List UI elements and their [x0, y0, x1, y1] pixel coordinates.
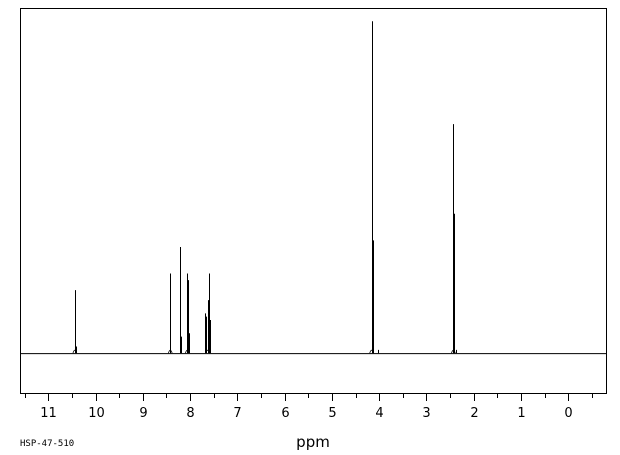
plot-frame [20, 8, 607, 394]
x-tick-label: 2 [470, 406, 478, 421]
x-tick-label: 6 [281, 406, 289, 421]
x-tick-label: 7 [233, 406, 241, 421]
peak-shoulder [168, 349, 173, 354]
peak-shoulder [205, 349, 210, 354]
x-tick-label: 5 [328, 406, 336, 421]
peak-shoulder [185, 349, 190, 354]
x-tick-label: 0 [564, 406, 572, 421]
x-tick-label: 9 [139, 406, 147, 421]
x-axis: 11 10 9 8 7 6 5 4 3 2 1 0 [25, 393, 593, 421]
x-axis-label: ppm [296, 433, 330, 451]
peak-shoulder [451, 349, 456, 354]
x-tick-label: 11 [40, 406, 57, 421]
x-tick-label: 10 [88, 406, 105, 421]
x-tick-label: 1 [517, 406, 525, 421]
x-tick-label: 3 [422, 406, 430, 421]
peak-shoulder [369, 349, 374, 354]
x-tick-label: 4 [375, 406, 383, 421]
spectrum-code-label: HSP-47-510 [20, 439, 74, 449]
spectrum-layer [20, 21, 606, 355]
x-tick-label: 8 [186, 406, 194, 421]
peak-shoulder [72, 349, 78, 354]
